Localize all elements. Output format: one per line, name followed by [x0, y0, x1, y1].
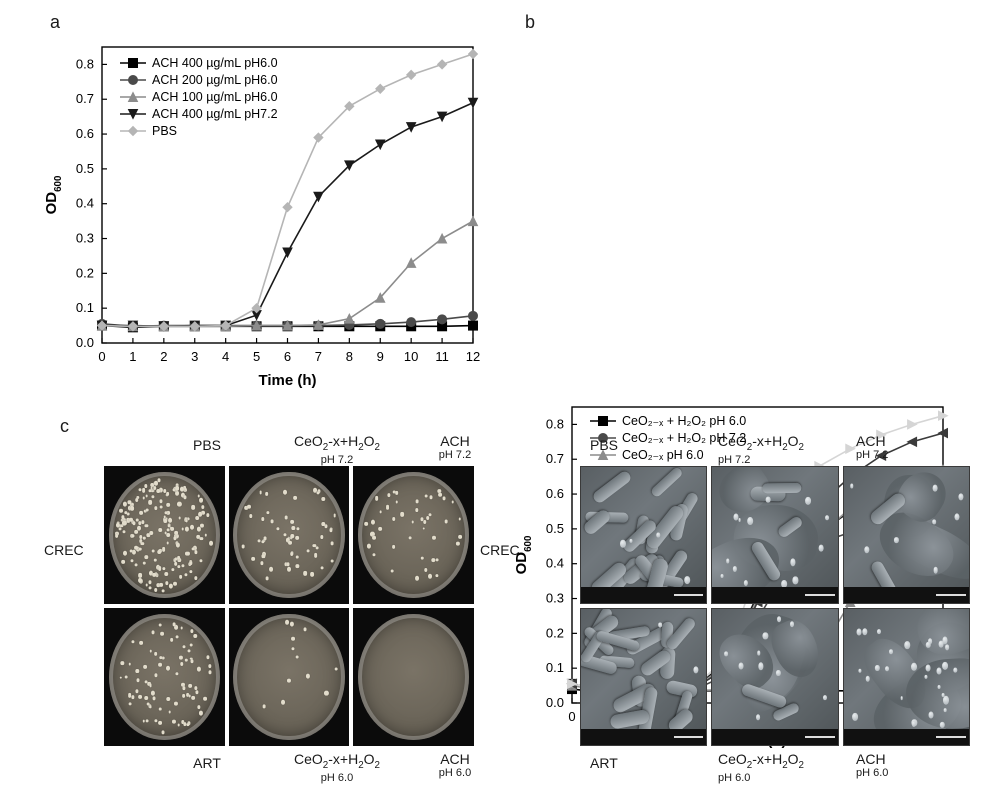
svg-text:OD600: OD600 [43, 175, 64, 214]
sem-grid [580, 466, 970, 746]
svg-text:ACH 100 µg/mL pH6.0: ACH 100 µg/mL pH6.0 [152, 90, 278, 104]
col-label: ART [152, 756, 262, 771]
col-label: CeO2-x+H2O2 pH 7.2 [718, 434, 848, 466]
svg-text:Time (h): Time (h) [258, 372, 316, 389]
row-label: CREC [480, 542, 520, 558]
plate-cell [353, 608, 474, 746]
svg-text:0.1: 0.1 [76, 300, 94, 315]
chart-a: 01234567891011120.00.10.20.30.40.50.60.7… [40, 35, 485, 395]
row-label: CREC [44, 542, 84, 558]
col-label: ART [590, 756, 690, 771]
petri-dish [109, 472, 220, 599]
plate-cell [229, 608, 350, 746]
col-label: ACH pH 7.2 [400, 434, 510, 461]
panel-label-a: a [50, 12, 60, 33]
plate-cell [104, 466, 225, 604]
svg-text:CeO₂₋ₓ + H₂O₂ pH 6.0: CeO₂₋ₓ + H₂O₂ pH 6.0 [622, 414, 746, 428]
svg-text:11: 11 [435, 349, 449, 364]
svg-text:0.5: 0.5 [76, 161, 94, 176]
plate-cell [229, 466, 350, 604]
col-label-text: CeO2-x+H2O2 [718, 751, 804, 767]
col-label-text: ACH [440, 433, 470, 449]
petri-dish [358, 472, 469, 599]
svg-text:3: 3 [191, 349, 198, 364]
svg-text:0.8: 0.8 [546, 416, 564, 431]
panel-label-b: b [525, 12, 535, 33]
sem-image [711, 466, 838, 604]
col-label-sub: pH 7.2 [400, 449, 510, 461]
col-label: CeO2-x+H2O2 pH 6.0 [718, 752, 848, 784]
svg-text:0: 0 [98, 349, 105, 364]
petri-dish [233, 614, 344, 741]
col-label: CeO2-x+H2O2 pH 6.0 [272, 752, 402, 784]
col-label-sub: pH 6.0 [272, 772, 402, 784]
sem-image [843, 608, 970, 746]
svg-text:PBS: PBS [152, 124, 177, 138]
svg-text:0.8: 0.8 [76, 56, 94, 71]
svg-text:5: 5 [253, 349, 260, 364]
petri-dish [233, 472, 344, 599]
col-label-text: PBS [193, 437, 221, 453]
col-label: ACH pH 6.0 [400, 752, 510, 779]
col-label-sub: pH 7.2 [272, 454, 402, 466]
col-label-text: PBS [590, 437, 618, 453]
petri-dish [109, 614, 220, 741]
panel-c: PBS CeO2-x+H2O2 pH 7.2 ACH pH 7.2 CREC C… [44, 432, 524, 792]
plate-cell [104, 608, 225, 746]
col-label-text: CeO2-x+H2O2 [294, 433, 380, 449]
col-label-text: CeO2-x+H2O2 [294, 751, 380, 767]
col-label-sub: pH 7.2 [856, 449, 956, 461]
svg-text:0.7: 0.7 [76, 91, 94, 106]
col-label: ACH pH 7.2 [856, 434, 956, 461]
svg-text:2: 2 [160, 349, 167, 364]
col-label-text: ACH [856, 751, 886, 767]
svg-text:0.2: 0.2 [76, 265, 94, 280]
svg-text:8: 8 [346, 349, 353, 364]
col-label: ACH pH 6.0 [856, 752, 956, 779]
col-label: CeO2-x+H2O2 pH 7.2 [272, 434, 402, 466]
svg-text:0.4: 0.4 [76, 196, 94, 211]
col-label-text: CeO2-x+H2O2 [718, 433, 804, 449]
col-label-sub: pH 6.0 [400, 767, 510, 779]
plate-cell [353, 466, 474, 604]
col-label-sub: pH 6.0 [856, 767, 956, 779]
col-label-text: ACH [440, 751, 470, 767]
svg-text:7: 7 [315, 349, 322, 364]
svg-text:1: 1 [129, 349, 136, 364]
svg-text:0.0: 0.0 [76, 335, 94, 350]
sem-image [843, 466, 970, 604]
sem-image [711, 608, 838, 746]
svg-text:9: 9 [377, 349, 384, 364]
svg-text:6: 6 [284, 349, 291, 364]
col-label: PBS [152, 438, 262, 453]
svg-text:ACH 400 µg/mL pH7.2: ACH 400 µg/mL pH7.2 [152, 107, 278, 121]
petri-dish [358, 614, 469, 741]
sem-image [580, 466, 707, 604]
svg-text:0.3: 0.3 [76, 231, 94, 246]
panel-d: PBS CeO2-x+H2O2 pH 7.2 ACH pH 7.2 ART Ce… [560, 432, 980, 792]
col-label-text: ART [590, 755, 618, 771]
col-label-sub: pH 7.2 [718, 454, 848, 466]
svg-text:0.6: 0.6 [76, 126, 94, 141]
svg-text:12: 12 [466, 349, 480, 364]
plate-grid [104, 466, 474, 746]
col-label-text: ACH [856, 433, 886, 449]
col-label-sub: pH 6.0 [718, 772, 848, 784]
sem-image [580, 608, 707, 746]
svg-text:10: 10 [404, 349, 418, 364]
col-label-text: ART [193, 755, 221, 771]
svg-text:ACH 400 µg/mL pH6.0: ACH 400 µg/mL pH6.0 [152, 56, 278, 70]
svg-text:4: 4 [222, 349, 229, 364]
col-label: PBS [590, 438, 690, 453]
svg-text:ACH 200 µg/mL pH6.0: ACH 200 µg/mL pH6.0 [152, 73, 278, 87]
